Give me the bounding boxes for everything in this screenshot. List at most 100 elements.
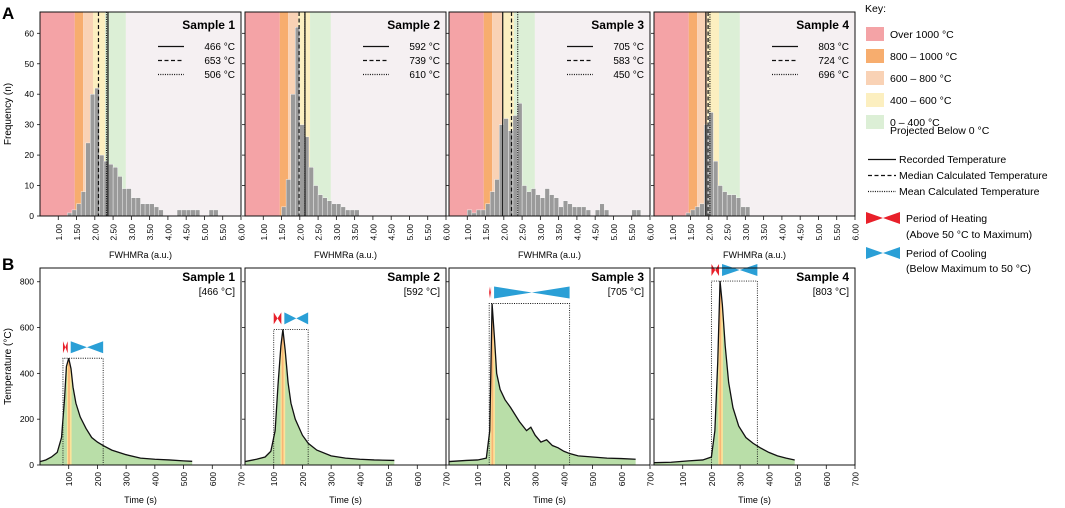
- x-tick-label: 6.00: [442, 224, 452, 241]
- histogram-bar: [71, 209, 77, 217]
- temperature-area: [245, 329, 395, 465]
- cooling-marker-left: [284, 312, 297, 325]
- x-tick-label: 3.00: [741, 224, 751, 241]
- x-axis-label: FWHMRa (a.u.): [723, 250, 786, 260]
- panel-label-a: A: [2, 4, 14, 23]
- x-tick-label: 1.50: [72, 224, 82, 241]
- histogram-bar: [694, 206, 700, 217]
- x-tick-label: 100: [64, 472, 74, 486]
- y-tick-label: 10: [25, 181, 35, 191]
- x-tick-label: 1.50: [481, 224, 491, 241]
- key-heating-icon-left: [866, 212, 883, 224]
- histogram-bar: [467, 209, 473, 217]
- key-zone-label: 400 – 600 °C: [890, 95, 952, 107]
- x-tick-label: 200: [298, 472, 308, 486]
- x-tick-label: 100: [269, 472, 279, 486]
- histogram-bar: [731, 194, 737, 217]
- y-tick-label: 60: [25, 28, 35, 38]
- x-tick-label: 100: [678, 472, 688, 486]
- zone-band: [449, 12, 484, 216]
- histogram-bar: [717, 185, 723, 217]
- x-tick-label: 100: [473, 472, 483, 486]
- y-tick-label: 0: [29, 211, 34, 221]
- histogram-bar: [126, 188, 132, 217]
- histogram-bar: [581, 206, 587, 217]
- histogram-bar: [508, 130, 514, 217]
- sample-title: Sample 1: [182, 18, 235, 32]
- y-tick-label: 40: [25, 89, 35, 99]
- key-heating-sublabel: (Above 50 °C to Maximum): [906, 229, 1032, 241]
- x-tick-label: 700: [851, 472, 861, 486]
- recorded-legend-label: 592 °C: [409, 42, 440, 53]
- panels: Sample 1 466 °C 653 °C 506 °C 1.00 1.50 2.00 2.…: [3, 11, 861, 505]
- histogram-bar: [485, 203, 491, 217]
- x-axis-label: Time (s): [738, 495, 771, 505]
- x-tick-label: 500: [179, 472, 189, 486]
- temperature-curve: [448, 303, 636, 463]
- histogram-bar: [99, 154, 105, 217]
- histogram-bar: [181, 209, 187, 217]
- key-zone-swatch: [866, 115, 884, 129]
- x-tick-label: 3.50: [759, 224, 769, 241]
- heating-marker-left: [62, 341, 66, 354]
- x-tick-label: 5.50: [218, 224, 228, 241]
- x-tick-label: 700: [646, 472, 656, 486]
- x-tick-label: 200: [707, 472, 717, 486]
- histogram-panel-2: Sample 2 592 °C 739 °C 610 °C 1.00 1.50 2.00 2.…: [242, 11, 452, 260]
- temperature-area: [40, 358, 193, 465]
- histogram-bar: [158, 209, 164, 217]
- key-legend: Key: Over 1000 °C 800 – 1000 °C 600 – 800 …: [865, 3, 1048, 275]
- x-tick-label: 600: [822, 472, 832, 486]
- mean-legend-label: 696 °C: [818, 70, 849, 81]
- histogram-bar: [317, 194, 323, 217]
- x-tick-label: 6.00: [237, 224, 247, 241]
- histogram-bar: [80, 191, 86, 217]
- x-axis-label: Time (s): [124, 495, 157, 505]
- zone-band: [492, 12, 502, 216]
- temperature-panel-1: Sample 1 [466 °C] 100 200 300 400 500 600 700 Tim…: [3, 267, 247, 505]
- x-tick-label: 600: [413, 472, 423, 486]
- histogram-bar: [290, 94, 296, 217]
- key-line-label: Recorded Temperature: [899, 154, 1006, 166]
- x-tick-label: 3.50: [554, 224, 564, 241]
- zone-band: [310, 12, 331, 216]
- histogram-bar: [503, 118, 509, 217]
- histogram-bar: [208, 209, 214, 217]
- key-heating-label: Period of Heating: [906, 213, 987, 225]
- histogram-bar: [512, 115, 518, 217]
- key-zone-label: Projected Below 0 °C: [890, 125, 990, 137]
- x-tick-label: 600: [617, 472, 627, 486]
- histogram-bar: [636, 209, 642, 217]
- peak-temperature-label: [803 °C]: [813, 287, 849, 298]
- recorded-legend-label: 705 °C: [613, 42, 644, 53]
- key-line-label: Median Calculated Temperature: [899, 170, 1048, 182]
- x-tick-label: 3.50: [145, 224, 155, 241]
- histogram-bar: [345, 209, 351, 217]
- histogram-bar: [563, 200, 568, 217]
- histogram-panel-1: Sample 1 466 °C 653 °C 506 °C 1.00 1.50 2.00 2.…: [3, 11, 247, 260]
- period-bracket: [273, 328, 309, 465]
- x-tick-label: 500: [793, 472, 803, 486]
- histogram-bar: [531, 188, 536, 217]
- y-tick-label: 200: [20, 414, 34, 424]
- histogram-bar: [699, 203, 705, 217]
- x-axis-label: Time (s): [533, 495, 566, 505]
- histogram-bar: [572, 206, 578, 217]
- histogram-bar: [576, 206, 582, 217]
- cooling-marker-left: [722, 264, 740, 277]
- x-tick-label: 300: [327, 472, 337, 486]
- cooling-marker-left: [494, 286, 532, 299]
- median-legend-label: 724 °C: [818, 56, 849, 67]
- histogram-bar: [599, 203, 605, 217]
- x-tick-label: 4.00: [777, 224, 787, 241]
- histogram-bar: [349, 209, 355, 217]
- key-zone-swatch: [866, 71, 884, 85]
- y-tick-label: 600: [20, 323, 34, 333]
- histogram-bar: [90, 94, 96, 217]
- median-legend-label: 653 °C: [204, 56, 235, 67]
- zone-band: [74, 12, 84, 216]
- sample-title: Sample 2: [387, 270, 440, 284]
- x-tick-label: 5.00: [405, 224, 415, 241]
- histogram-bar: [521, 185, 527, 217]
- peak-temperature-label: [705 °C]: [608, 287, 644, 298]
